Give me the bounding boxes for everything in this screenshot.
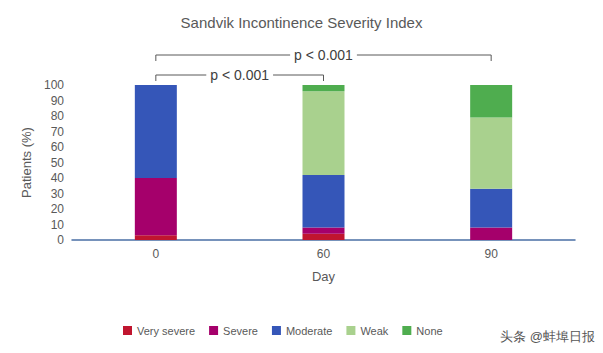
svg-text:30: 30 bbox=[51, 187, 65, 201]
svg-text:头条 @蚌埠日报: 头条 @蚌埠日报 bbox=[500, 329, 595, 344]
svg-text:Very severe: Very severe bbox=[137, 325, 195, 337]
svg-text:Severe: Severe bbox=[223, 325, 258, 337]
svg-text:90: 90 bbox=[51, 94, 65, 108]
svg-text:None: None bbox=[416, 325, 442, 337]
svg-text:0: 0 bbox=[152, 247, 159, 261]
svg-text:Day: Day bbox=[312, 269, 336, 284]
svg-text:Sandvik Incontinence Severity: Sandvik Incontinence Severity Index bbox=[181, 14, 423, 31]
svg-text:p < 0.001: p < 0.001 bbox=[294, 47, 353, 63]
svg-text:Patients (%): Patients (%) bbox=[19, 127, 34, 198]
svg-text:40: 40 bbox=[51, 171, 65, 185]
svg-text:60: 60 bbox=[51, 140, 65, 154]
svg-text:80: 80 bbox=[51, 109, 65, 123]
svg-text:Weak: Weak bbox=[360, 325, 388, 337]
svg-text:p < 0.001: p < 0.001 bbox=[210, 67, 269, 83]
svg-text:50: 50 bbox=[51, 156, 65, 170]
svg-text:Moderate: Moderate bbox=[286, 325, 332, 337]
svg-text:90: 90 bbox=[484, 247, 498, 261]
svg-text:10: 10 bbox=[51, 218, 65, 232]
svg-text:20: 20 bbox=[51, 202, 65, 216]
svg-text:0: 0 bbox=[57, 233, 64, 247]
svg-text:60: 60 bbox=[317, 247, 331, 261]
svg-text:100: 100 bbox=[44, 78, 64, 92]
svg-text:70: 70 bbox=[51, 125, 65, 139]
